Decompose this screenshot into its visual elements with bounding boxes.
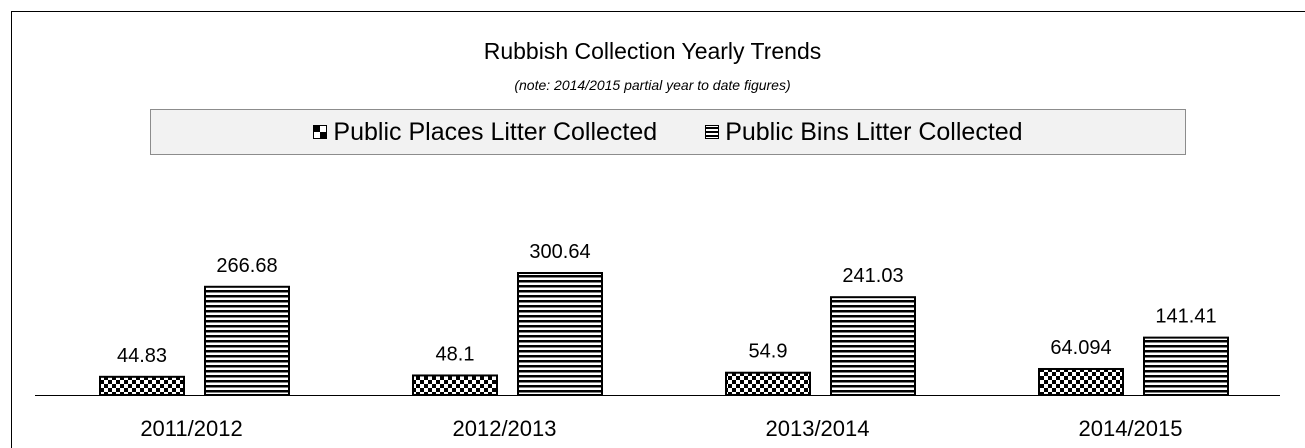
chart-subtitle: (note: 2014/2015 partial year to date fi… — [514, 77, 791, 93]
data-label-public-bins-1: 300.64 — [529, 241, 590, 263]
chart-title: Rubbish Collection Yearly Trends — [483, 38, 822, 64]
legend-label-public-places: Public Places Litter Collected — [333, 117, 658, 146]
chart-legend: Public Places Litter Collected Public Bi… — [150, 109, 1186, 155]
x-tick-label-1: 2012/2013 — [453, 416, 557, 441]
legend-swatch-lines — [705, 125, 720, 139]
data-label-public-places-2: 54.9 — [749, 341, 788, 363]
data-label-public-bins-2: 241.03 — [842, 265, 903, 287]
data-label-public-places-3: 64.094 — [1050, 337, 1111, 359]
bar-public-bins-2 — [830, 296, 916, 396]
x-tick-label-3: 2014/2015 — [1079, 416, 1183, 441]
bar-public-places-3 — [1038, 367, 1124, 397]
legend-item-public-bins: Public Bins Litter Collected — [705, 117, 1023, 147]
data-label-public-places-0: 44.83 — [117, 345, 167, 367]
data-label-public-places-1: 48.1 — [436, 343, 475, 365]
bar-public-places-1 — [412, 374, 498, 397]
legend-item-public-places: Public Places Litter Collected — [313, 118, 657, 147]
data-label-public-bins-0: 266.68 — [216, 255, 277, 277]
bar-public-places-0 — [99, 375, 185, 397]
chart-frame — [11, 11, 1305, 448]
x-tick-label-2: 2013/2014 — [766, 416, 870, 441]
bar-public-bins-0 — [204, 285, 290, 397]
legend-swatch-checker — [313, 125, 328, 139]
data-label-public-bins-3: 141.41 — [1155, 306, 1216, 328]
legend-label-public-bins: Public Bins Litter Collected — [725, 117, 1023, 146]
bar-public-bins-1 — [517, 272, 603, 396]
x-tick-label-0: 2011/2012 — [140, 416, 242, 441]
bar-public-bins-3 — [1143, 336, 1229, 397]
bar-public-places-2 — [725, 371, 811, 396]
